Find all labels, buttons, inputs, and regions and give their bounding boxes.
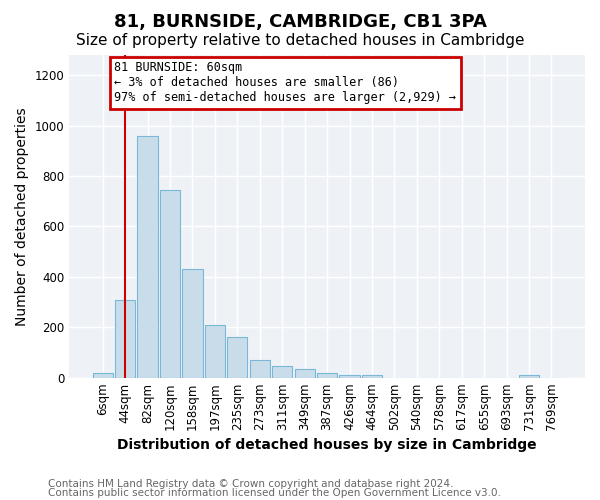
Bar: [250, 360, 270, 378]
Text: Contains public sector information licensed under the Open Government Licence v3: Contains public sector information licen…: [48, 488, 501, 498]
Bar: [519, 375, 539, 378]
Bar: [295, 369, 315, 378]
Bar: [362, 375, 382, 378]
Text: Size of property relative to detached houses in Cambridge: Size of property relative to detached ho…: [76, 32, 524, 48]
Bar: [160, 190, 180, 378]
Bar: [317, 372, 337, 378]
Bar: [137, 136, 158, 378]
Text: 81 BURNSIDE: 60sqm
← 3% of detached houses are smaller (86)
97% of semi-detached: 81 BURNSIDE: 60sqm ← 3% of detached hous…: [115, 62, 457, 104]
Bar: [205, 324, 225, 378]
Bar: [227, 336, 247, 378]
Bar: [182, 270, 203, 378]
Text: 81, BURNSIDE, CAMBRIDGE, CB1 3PA: 81, BURNSIDE, CAMBRIDGE, CB1 3PA: [113, 12, 487, 30]
Bar: [92, 372, 113, 378]
Bar: [340, 375, 359, 378]
Bar: [272, 366, 292, 378]
Bar: [115, 300, 135, 378]
Text: Contains HM Land Registry data © Crown copyright and database right 2024.: Contains HM Land Registry data © Crown c…: [48, 479, 454, 489]
X-axis label: Distribution of detached houses by size in Cambridge: Distribution of detached houses by size …: [117, 438, 537, 452]
Y-axis label: Number of detached properties: Number of detached properties: [15, 107, 29, 326]
